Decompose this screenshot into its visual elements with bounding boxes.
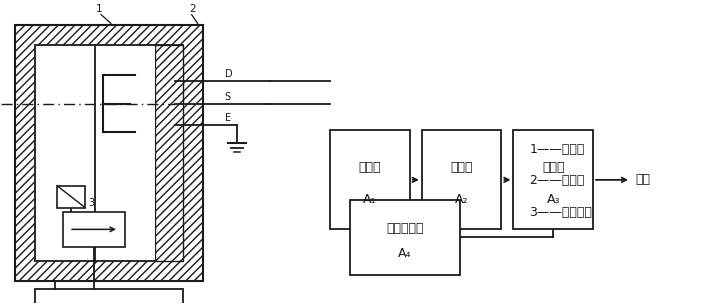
Bar xyxy=(155,45,183,261)
Bar xyxy=(63,212,125,247)
Text: A₁: A₁ xyxy=(363,193,377,206)
Text: A₃: A₃ xyxy=(547,193,560,206)
Text: 滤波器: 滤波器 xyxy=(450,161,473,174)
Text: A₄: A₄ xyxy=(398,247,412,260)
Text: D: D xyxy=(224,69,232,79)
Text: A₂: A₂ xyxy=(455,193,468,206)
Text: E: E xyxy=(224,113,231,123)
Text: 2——传感器: 2——传感器 xyxy=(529,174,585,187)
Text: 2: 2 xyxy=(189,4,196,14)
Text: 1: 1 xyxy=(95,4,103,14)
Bar xyxy=(513,130,593,229)
Text: 3——调速电机: 3——调速电机 xyxy=(529,206,592,219)
Text: 放大器: 放大器 xyxy=(359,161,381,174)
Bar xyxy=(36,45,183,261)
Bar xyxy=(330,130,410,229)
Bar xyxy=(422,130,501,229)
Text: S: S xyxy=(224,92,231,102)
Bar xyxy=(36,289,183,304)
Bar xyxy=(95,47,155,259)
Bar xyxy=(57,186,85,208)
Text: 3: 3 xyxy=(88,198,94,208)
Bar xyxy=(350,200,459,275)
Bar xyxy=(16,26,203,281)
Text: 温度补偿器: 温度补偿器 xyxy=(386,222,424,235)
Text: 输出: 输出 xyxy=(635,173,650,186)
Text: 1——调制盘: 1——调制盘 xyxy=(529,143,585,156)
Text: 加法器: 加法器 xyxy=(542,161,565,174)
